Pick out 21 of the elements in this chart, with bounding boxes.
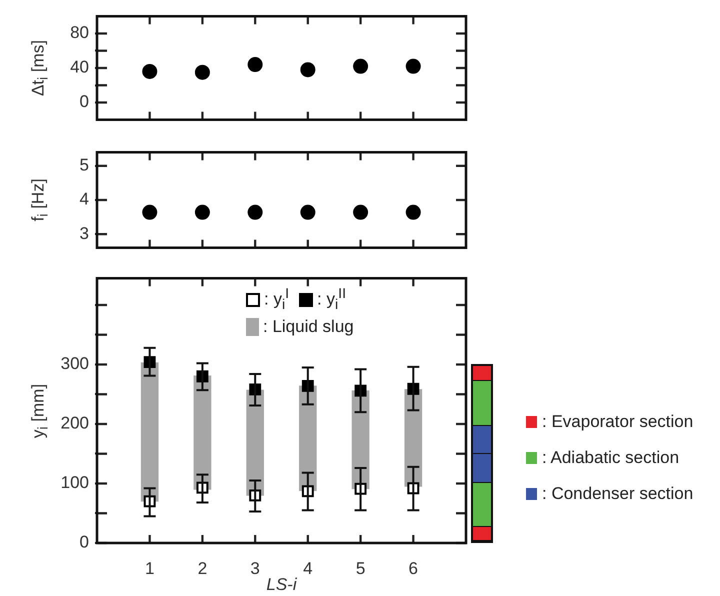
- x-axis-title: LS-i: [266, 575, 297, 595]
- y-tick-label: 300: [60, 354, 89, 374]
- y-tick-label: 100: [60, 473, 89, 492]
- y-tick-label: 80: [70, 23, 89, 42]
- legend-label: : Liquid slug: [263, 317, 354, 338]
- x-tick-label: 3: [250, 558, 260, 578]
- y-tick-label: 0: [80, 92, 89, 112]
- x-tick-label: 4: [303, 558, 313, 578]
- y-tick-label: 4: [80, 190, 89, 209]
- x-tick-label: 2: [198, 558, 208, 578]
- x-tick-label: 1: [144, 558, 154, 578]
- y-tick-label: 5: [80, 156, 89, 175]
- x-tick-label: 5: [356, 558, 366, 578]
- x-tick-label: 6: [408, 558, 418, 578]
- y-tick-label: 200: [60, 414, 89, 433]
- text: : Evaporator section: [542, 412, 694, 432]
- y-tick-label: 3: [80, 224, 89, 243]
- y-tick-label: 0: [80, 532, 89, 552]
- y-tick-label: 40: [70, 58, 89, 77]
- text: : Adiabatic section: [542, 448, 680, 468]
- text: : Condenser section: [542, 484, 694, 504]
